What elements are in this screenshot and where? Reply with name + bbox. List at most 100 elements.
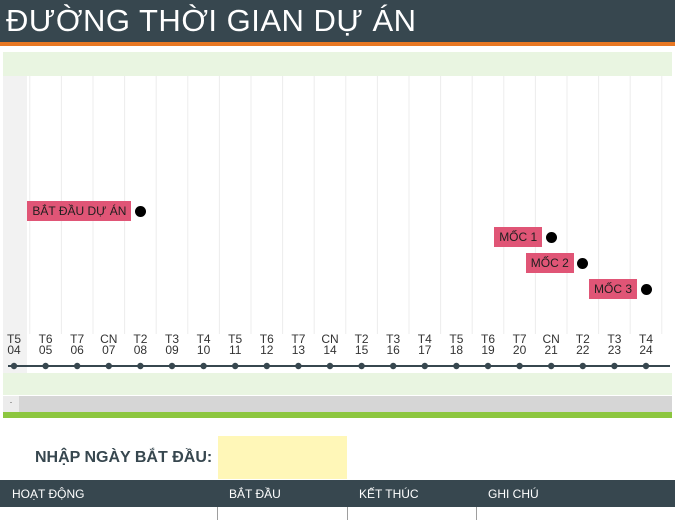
tick-weekday: T2 <box>354 332 369 346</box>
green-divider <box>3 412 672 418</box>
axis-tick-dot <box>10 362 18 370</box>
start-date-label: NHẬP NGÀY BẮT ĐẦU: <box>35 449 213 466</box>
header-activity: HOẠT ĐỘNG <box>12 487 85 501</box>
tick-weekday: T4 <box>417 332 432 346</box>
axis-tick-dot <box>105 362 113 370</box>
axis-tick-dot <box>516 362 523 370</box>
cell-divider <box>347 507 348 520</box>
milestone-marker <box>545 231 557 243</box>
tick-date: 24 <box>639 343 653 357</box>
tick-date: 23 <box>607 343 622 357</box>
tick-weekday: CN <box>100 332 118 346</box>
tick-label: T3 16 <box>378 332 408 357</box>
axis-tick-dot <box>453 362 460 370</box>
axis-tick-dot <box>168 362 176 370</box>
axis-tick-dot <box>263 362 270 370</box>
axis-tick-dot <box>642 362 650 370</box>
cell-divider <box>476 507 477 520</box>
milestone-label: BẮT ĐẦU DỰ ÁN <box>27 201 132 221</box>
tick-label: T6 12 <box>252 332 282 357</box>
cell-divider <box>217 507 218 520</box>
tick-weekday: T7 <box>70 332 85 346</box>
scroll-left-button[interactable]: · <box>3 396 19 412</box>
axis-tick-dot <box>232 362 239 370</box>
tick-date: 21 <box>544 343 558 357</box>
tick-weekday: T2 <box>575 332 590 346</box>
tick-date: 18 <box>449 343 464 357</box>
tick-label: CN 07 <box>94 332 124 356</box>
timeline-chart-area <box>3 76 672 373</box>
tick-date: 04 <box>7 343 21 357</box>
tick-label: T7 13 <box>283 332 313 357</box>
tick-label: T5 11 <box>220 332 250 357</box>
milestone-label: MỐC 1 <box>494 227 543 247</box>
tick-label: T7 20 <box>505 332 535 357</box>
tick-label: T5 18 <box>441 333 471 357</box>
tick-weekday: CN <box>542 332 560 346</box>
tick-label: T6 19 <box>473 332 503 356</box>
tick-date: 16 <box>386 343 400 357</box>
tick-date: 22 <box>576 343 590 357</box>
tick-date: 08 <box>133 343 148 357</box>
tick-weekday: T7 <box>291 332 306 346</box>
tick-date: 05 <box>38 343 53 357</box>
axis-tick-dot <box>548 362 555 370</box>
axis-tick-dot <box>326 362 334 370</box>
title-bar: ĐƯỜNG THỜI GIAN DỰ ÁN <box>0 0 675 46</box>
tick-weekday: T7 <box>512 332 527 346</box>
tick-date: 15 <box>354 343 369 357</box>
tick-weekday: T4 <box>196 332 211 346</box>
tick-weekday: T6 <box>38 332 53 346</box>
milestone-marker <box>640 283 652 295</box>
axis-tick-dot <box>421 362 428 370</box>
milestone-label: MỐC 3 <box>589 279 638 299</box>
tick-weekday: T4 <box>638 332 653 346</box>
tick-label: T4 10 <box>189 332 219 357</box>
timeline-top-band <box>3 52 672 76</box>
tick-label: CN 14 <box>315 333 345 357</box>
axis-tick-dot <box>42 362 49 370</box>
tick-weekday: T3 <box>607 332 622 346</box>
milestone-marker <box>134 205 146 217</box>
header-notes: GHI CHÚ <box>488 487 539 501</box>
tick-date: 06 <box>70 343 84 357</box>
tick-date: 12 <box>260 343 274 357</box>
horizontal-scrollbar[interactable]: · <box>3 396 672 412</box>
tick-label: CN 21 <box>536 332 566 357</box>
axis-tick-dot <box>358 362 365 370</box>
tick-weekday: T6 <box>259 332 274 346</box>
start-date-input[interactable] <box>218 436 347 479</box>
tick-label: T6 05 <box>31 332 61 357</box>
header-start: BẮT ĐẦU <box>229 487 281 501</box>
tick-label: T3 23 <box>599 332 629 357</box>
tick-weekday: T6 <box>480 332 495 346</box>
table-row[interactable] <box>0 507 675 520</box>
axis-tick-dot <box>200 362 207 370</box>
tick-weekday: T5 <box>6 332 21 346</box>
tick-date: 13 <box>291 343 306 357</box>
tick-weekday: T2 <box>133 332 148 346</box>
page-title: ĐƯỜNG THỜI GIAN DỰ ÁN <box>6 3 417 38</box>
tick-date: 10 <box>196 343 211 357</box>
tick-weekday: T5 <box>228 332 243 346</box>
axis-tick-dot <box>137 362 144 370</box>
axis-tick-dot <box>611 362 618 370</box>
axis-tick-dot <box>390 362 397 370</box>
tick-weekday: T3 <box>164 332 179 346</box>
axis-tick-dot <box>295 362 302 370</box>
tick-label: T5 04 <box>0 332 29 357</box>
tick-date: 14 <box>323 343 337 357</box>
tick-date: 20 <box>512 343 527 357</box>
tick-weekday: T3 <box>386 332 401 346</box>
activity-table-header: HOẠT ĐỘNG BẮT ĐẦU KẾT THÚC GHI CHÚ <box>0 480 675 507</box>
timeline-left-column <box>3 76 27 373</box>
tick-label: T7 06 <box>62 332 92 357</box>
tick-date: 17 <box>418 343 432 357</box>
axis-tick-dot <box>579 362 586 370</box>
tick-label: T2 22 <box>568 332 598 357</box>
header-end: KẾT THÚC <box>359 487 419 501</box>
tick-label: T3 09 <box>157 332 187 356</box>
axis-tick-dot <box>74 362 81 370</box>
tick-label: T2 15 <box>347 332 377 357</box>
tick-date: 11 <box>228 343 242 357</box>
